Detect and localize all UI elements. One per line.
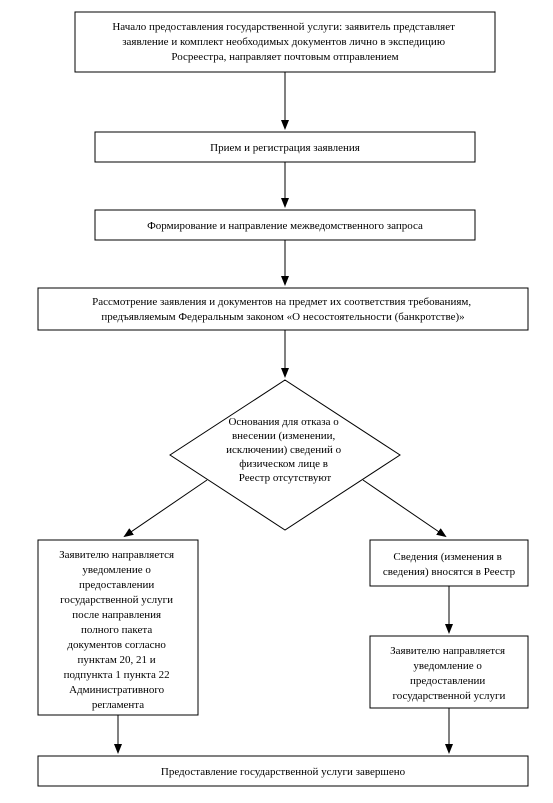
arrow-decision-left <box>125 480 207 536</box>
start-line2: заявление и комплект необходимых докумен… <box>122 36 445 48</box>
step4-line2: предъявляемым Федеральным законом «О нес… <box>101 311 464 323</box>
flowchart-svg: Начало предоставления государственной ус… <box>0 0 553 803</box>
svg-text:Сведения (изменения в св: Сведения (изменения в сведения) вносятся… <box>383 551 516 578</box>
svg-text:Рассмотрение заявления и докум: Рассмотрение заявления и документов на п… <box>92 296 474 323</box>
start-line3: Росреестра, направляет почтовым отправле… <box>171 51 398 63</box>
node-end: Предоставление государственной услуги за… <box>38 756 528 786</box>
node-step3: Формирование и направление межведомствен… <box>95 210 475 240</box>
left-line6: полного пакета <box>81 624 152 636</box>
svg-text:Начало предоставления государс: Начало предоставления государственной ус… <box>112 21 457 63</box>
decision-line1: Основания для отказа о <box>228 416 339 428</box>
left-line4: государственной услуги <box>60 594 173 606</box>
node-right-bottom: Заявителю направляется уведомление о пре… <box>370 636 528 708</box>
arrow-decision-right <box>363 480 445 536</box>
rightbot-line2: уведомление о <box>413 660 482 672</box>
node-decision: Основания для отказа о внесении (изменен… <box>170 380 400 530</box>
svg-text:Предоставление государственной: Предоставление государственной услуги за… <box>161 766 406 778</box>
decision-line3: исключении) сведений о <box>226 444 342 456</box>
svg-text:Прием и регистрация заявления: Прием и регистрация заявления <box>210 142 360 154</box>
left-line11: регламента <box>92 699 144 711</box>
left-line10: Административного <box>69 684 165 696</box>
righttop-line1: Сведения (изменения в <box>393 551 501 563</box>
node-step4: Рассмотрение заявления и документов на п… <box>38 288 528 330</box>
step4-line1: Рассмотрение заявления и документов на п… <box>92 296 471 308</box>
decision-line2: внесении (изменении, <box>232 430 336 442</box>
step2-line1: Прием и регистрация заявления <box>210 142 360 154</box>
svg-text:Заявителю направляется у: Заявителю направляется уведомление о пре… <box>59 549 177 711</box>
left-line2: уведомление о <box>82 564 151 576</box>
step3-line1: Формирование и направление межведомствен… <box>147 220 423 232</box>
left-line3: предоставлении <box>79 579 154 591</box>
svg-text:Заявителю направляется у: Заявителю направляется уведомление о пре… <box>390 645 508 702</box>
left-line7: документов согласно <box>67 639 166 651</box>
node-left-branch: Заявителю направляется уведомление о пре… <box>38 540 198 715</box>
decision-line4: физическом лице в <box>239 458 328 470</box>
decision-line5: Реестр отсутствуют <box>239 472 332 484</box>
left-line1: Заявителю направляется <box>59 549 174 561</box>
righttop-line2: сведения) вносятся в Реестр <box>383 566 516 578</box>
node-start: Начало предоставления государственной ус… <box>75 12 495 72</box>
node-step2: Прием и регистрация заявления <box>95 132 475 162</box>
rightbot-line3: предоставлении <box>410 675 485 687</box>
start-line1: Начало предоставления государственной ус… <box>112 21 455 33</box>
node-right-top: Сведения (изменения в сведения) вносятся… <box>370 540 528 586</box>
svg-text:Формирование и направление меж: Формирование и направление межведомствен… <box>147 220 423 232</box>
left-line9: подпункта 1 пункта 22 <box>64 669 170 681</box>
svg-text:Основания для отказа о в: Основания для отказа о внесении (изменен… <box>226 416 344 484</box>
end-line1: Предоставление государственной услуги за… <box>161 766 406 778</box>
left-line8: пунктам 20, 21 и <box>78 654 156 666</box>
left-line5: после направления <box>72 609 161 621</box>
rightbot-line4: государственной услуги <box>393 690 506 702</box>
rightbot-line1: Заявителю направляется <box>390 645 505 657</box>
